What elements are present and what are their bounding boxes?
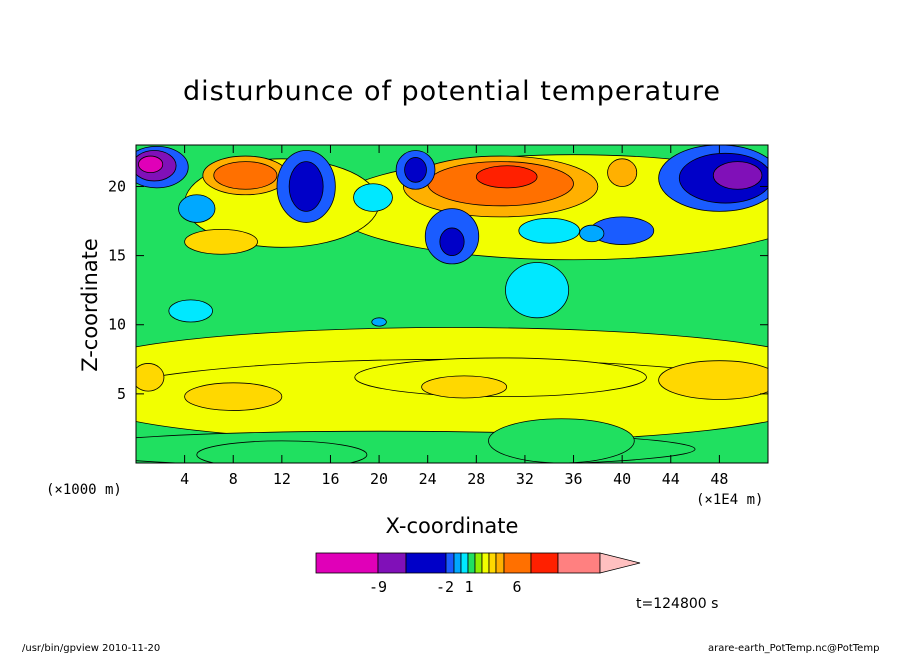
y-tick-label: 5 [117,385,126,403]
x-unit-left-label: (×1000 m) [46,482,122,498]
y-axis-label: Z-coordinate [78,238,102,372]
x-tick-label: 8 [229,470,238,488]
y-tick-label: 15 [108,247,126,265]
contour-lightblue-left [178,194,216,223]
colorbar-arrow [599,552,641,574]
x-tick-label: 32 [516,470,534,488]
x-tick-label: 20 [370,470,388,488]
colorbar-segment [495,552,505,574]
contour-darkblue-mid [439,227,465,257]
contour-green-bottom-right [488,418,635,463]
colorbar-segment [530,552,559,574]
contour-field [136,145,768,463]
x-unit-right-label: (×1E4 m) [696,492,764,508]
colorbar-label: 6 [512,578,521,596]
contour-darkblue-top-mid [404,157,427,183]
time-label: t=124800 s [636,596,719,612]
contour-red-top-center [475,165,538,189]
footer-left: /usr/bin/gpview 2010-11-20 [22,643,161,654]
x-tick-label: 44 [662,470,680,488]
colorbar-segment [377,552,407,574]
x-tick-label: 48 [710,470,728,488]
contour-lightblue-right-mid [579,224,605,243]
colorbar-segment [467,552,476,574]
x-axis-ticks: 4 8 12 16 20 24 28 32 36 40 44 48 [180,145,728,488]
colorbar-label: -9 [369,578,387,596]
x-tick-label: 36 [565,470,583,488]
contour-cyan-upper-mid [518,217,581,244]
plot-frame [135,144,769,464]
contour-magenta-top-left [138,155,164,174]
contour-purple-top-right [712,161,763,190]
contour-darkorange-top-left [213,161,278,190]
chart-title: disturbunce of potential temperature [183,76,721,107]
colorbar-segment [460,552,469,574]
colorbar-label: -2 [436,578,454,596]
contour-orange-low-left [184,382,283,411]
x-tick-label: 12 [273,470,291,488]
x-axis-label: X-coordinate [385,514,519,538]
contour-orange-left-mid [184,228,258,255]
colorbar-segment [557,552,601,574]
colorbar-segment [503,552,532,574]
colorbar: -9 -2 1 6 [315,552,641,596]
contour-darkblue-mid-left [288,161,324,212]
colorbar-segment [445,552,455,574]
contour-orange-top-right [607,158,638,187]
x-tick-label: 4 [180,470,189,488]
colorbar-segment [481,552,490,574]
contour-orange-edge-left [136,363,165,392]
contour-cyan-mid [505,262,570,319]
contour-green-bottom-left [196,440,368,463]
y-tick-label: 10 [108,316,126,334]
colorbar-segment [474,552,483,574]
x-tick-label: 28 [467,470,485,488]
colorbar-label: 1 [464,578,473,596]
y-axis-ticks: 5 10 15 20 [108,177,768,403]
x-tick-label: 16 [321,470,339,488]
contour-cyan-speck [371,317,387,327]
contour-orange-low-center [421,375,508,399]
x-tick-label: 40 [613,470,631,488]
x-tick-label: 24 [419,470,437,488]
colorbar-segment [315,552,379,574]
contour-orange-low-right [658,360,768,400]
footer-right: arare-earth_PotTemp.nc@PotTemp [708,643,880,654]
colorbar-segment [453,552,462,574]
contour-cyan-left [168,299,213,323]
colorbar-segment [405,552,447,574]
y-tick-label: 20 [108,177,126,195]
contour-cyan-upper [353,183,393,212]
colorbar-segment [488,552,497,574]
